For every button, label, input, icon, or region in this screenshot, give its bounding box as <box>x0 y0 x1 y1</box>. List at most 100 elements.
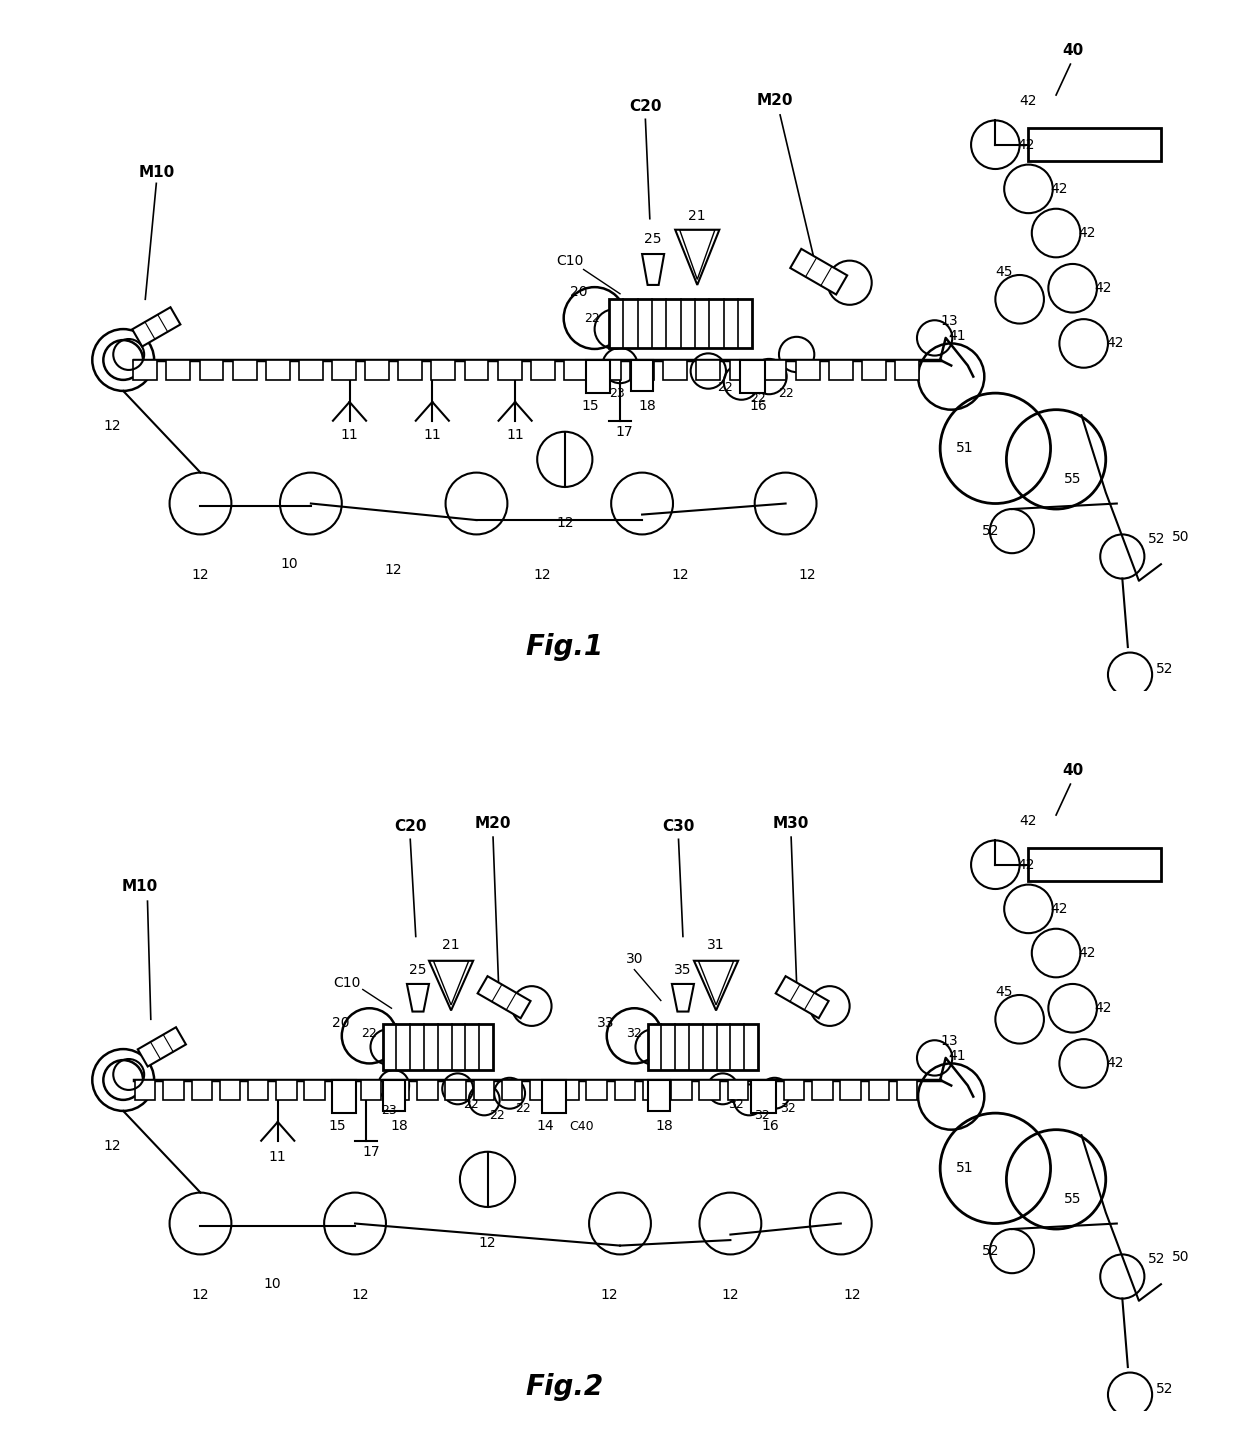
Text: 12: 12 <box>600 1289 618 1302</box>
Bar <box>417 1080 438 1100</box>
Text: M20: M20 <box>475 816 511 831</box>
Bar <box>299 360 322 380</box>
Text: 12: 12 <box>103 419 122 433</box>
Text: 40: 40 <box>1061 763 1084 779</box>
Bar <box>671 1080 692 1100</box>
Text: 22: 22 <box>777 386 794 400</box>
Text: 20: 20 <box>332 1015 350 1030</box>
Text: 50: 50 <box>1172 1250 1189 1264</box>
Text: M20: M20 <box>756 94 792 108</box>
Text: 22: 22 <box>750 392 766 405</box>
Text: M30: M30 <box>773 816 810 831</box>
Bar <box>729 360 754 380</box>
Text: 11: 11 <box>341 428 358 442</box>
Polygon shape <box>133 307 180 347</box>
Text: C20: C20 <box>394 818 427 834</box>
Text: 17: 17 <box>363 1145 381 1159</box>
Bar <box>755 1080 776 1100</box>
Text: 22: 22 <box>584 311 600 324</box>
Text: 55: 55 <box>1064 472 1081 487</box>
Text: C20: C20 <box>629 98 662 114</box>
Text: Fig.1: Fig.1 <box>526 634 604 661</box>
Text: 25: 25 <box>645 232 662 246</box>
Bar <box>609 298 753 348</box>
Text: 10: 10 <box>263 1277 281 1292</box>
Polygon shape <box>672 984 694 1011</box>
Bar <box>585 360 610 393</box>
Bar <box>663 360 687 380</box>
Text: 13: 13 <box>940 1034 957 1048</box>
Text: C10: C10 <box>334 976 361 989</box>
Bar <box>135 1080 155 1100</box>
Text: 10: 10 <box>280 557 298 572</box>
Text: 32: 32 <box>755 1109 770 1122</box>
Bar <box>630 360 653 380</box>
Text: 22: 22 <box>490 1109 506 1122</box>
Text: 12: 12 <box>192 1289 210 1302</box>
Text: 42: 42 <box>1019 94 1037 108</box>
Bar <box>219 1080 241 1100</box>
Text: 40: 40 <box>1061 43 1084 59</box>
Text: 18: 18 <box>655 1119 673 1133</box>
Text: 12: 12 <box>479 1237 496 1250</box>
Text: 12: 12 <box>843 1289 861 1302</box>
Text: 45: 45 <box>996 265 1013 279</box>
Bar <box>697 360 720 380</box>
Bar <box>191 1080 212 1100</box>
Text: 42: 42 <box>1019 814 1037 828</box>
Text: 52: 52 <box>982 524 999 539</box>
Text: 22: 22 <box>515 1102 531 1115</box>
Text: C40: C40 <box>569 1120 594 1133</box>
Bar <box>166 360 190 380</box>
Bar <box>277 1080 296 1100</box>
Text: M10: M10 <box>138 164 175 180</box>
Bar <box>233 360 257 380</box>
Text: 15: 15 <box>582 399 599 413</box>
Text: 18: 18 <box>639 399 656 413</box>
Bar <box>164 1080 184 1100</box>
Bar <box>502 1080 522 1100</box>
Text: 51: 51 <box>956 1161 973 1175</box>
Bar <box>796 360 820 380</box>
Bar <box>248 1080 268 1100</box>
Bar <box>751 1080 776 1113</box>
Text: 22: 22 <box>362 1027 377 1040</box>
Bar <box>332 1080 353 1100</box>
Bar <box>647 1024 758 1070</box>
Text: 23: 23 <box>609 386 625 400</box>
Text: 31: 31 <box>707 939 725 952</box>
Text: 12: 12 <box>384 563 403 577</box>
Text: 12: 12 <box>103 1139 122 1153</box>
Text: 42: 42 <box>1095 281 1112 295</box>
Bar <box>366 360 389 380</box>
Bar <box>265 360 290 380</box>
Bar <box>647 1080 670 1110</box>
Text: 11: 11 <box>423 428 441 442</box>
Text: 14: 14 <box>536 1119 554 1133</box>
Bar <box>828 360 853 380</box>
Bar <box>445 1080 466 1100</box>
Bar <box>332 1080 356 1113</box>
Text: 21: 21 <box>688 209 706 223</box>
Text: 42: 42 <box>1106 1057 1123 1070</box>
Text: 12: 12 <box>672 569 689 582</box>
Bar <box>728 1080 748 1100</box>
Bar <box>383 1024 494 1070</box>
Text: 13: 13 <box>940 314 957 328</box>
Text: 42: 42 <box>1079 946 1096 960</box>
Text: 22: 22 <box>463 1097 479 1110</box>
Text: 25: 25 <box>409 962 427 976</box>
Text: 12: 12 <box>722 1289 739 1302</box>
Text: 52: 52 <box>1156 662 1173 677</box>
Text: 12: 12 <box>192 569 210 582</box>
Text: 18: 18 <box>391 1119 408 1133</box>
Text: 52: 52 <box>1156 1382 1173 1397</box>
Text: 16: 16 <box>761 1119 779 1133</box>
Text: 52: 52 <box>982 1244 999 1259</box>
Polygon shape <box>642 253 665 285</box>
Bar <box>1028 848 1161 881</box>
Text: 32: 32 <box>780 1102 796 1115</box>
Bar <box>596 360 621 380</box>
Text: 32: 32 <box>626 1027 642 1040</box>
Text: C10: C10 <box>557 253 584 268</box>
